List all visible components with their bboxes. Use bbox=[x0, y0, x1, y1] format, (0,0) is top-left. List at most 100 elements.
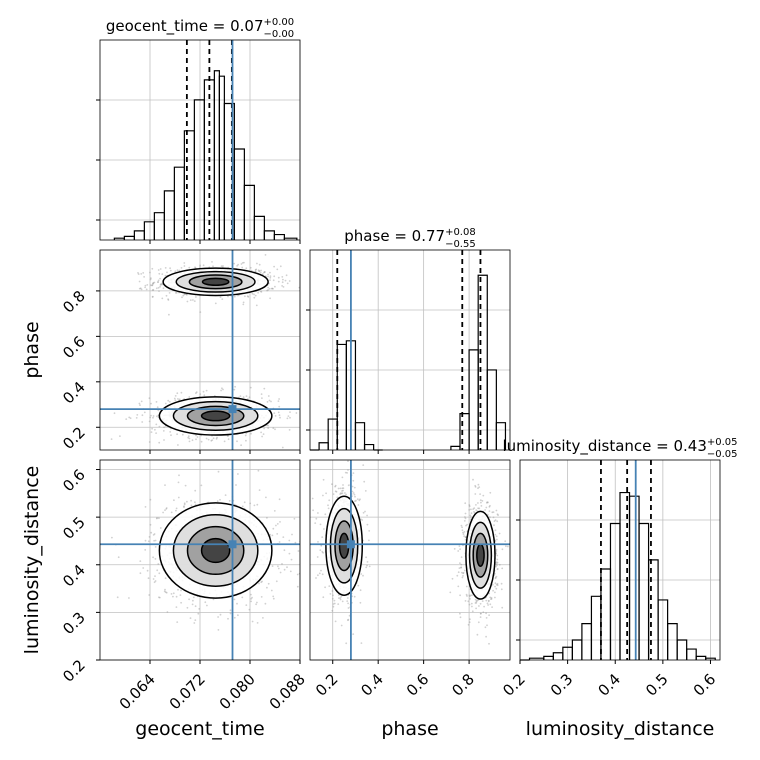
sample-point bbox=[210, 439, 213, 442]
sample-point bbox=[153, 281, 156, 284]
sample-point bbox=[334, 620, 337, 623]
sample-point bbox=[366, 561, 369, 563]
sample-point bbox=[477, 483, 480, 486]
sample-point bbox=[158, 425, 161, 428]
sample-point bbox=[272, 595, 275, 598]
sample-point bbox=[464, 516, 466, 518]
sample-point bbox=[113, 412, 116, 415]
sample-point bbox=[344, 492, 346, 494]
sample-point bbox=[142, 272, 145, 274]
sample-point bbox=[368, 530, 371, 532]
sample-point bbox=[187, 436, 190, 439]
sample-point bbox=[465, 524, 467, 527]
hist-bin bbox=[628, 495, 640, 660]
sample-point bbox=[116, 596, 119, 599]
truth-marker bbox=[228, 540, 237, 549]
sample-point bbox=[269, 271, 271, 274]
sample-point bbox=[314, 522, 317, 524]
sample-point bbox=[495, 563, 498, 565]
sample-point bbox=[200, 440, 203, 443]
sample-point bbox=[368, 539, 370, 542]
sample-point bbox=[183, 505, 185, 508]
sample-point bbox=[295, 412, 298, 414]
sample-point bbox=[242, 303, 245, 306]
sample-point bbox=[461, 529, 464, 532]
sample-point bbox=[174, 395, 177, 397]
sample-point bbox=[273, 265, 275, 268]
sample-point bbox=[341, 476, 344, 479]
sample-point bbox=[360, 573, 363, 575]
sample-point bbox=[486, 502, 488, 504]
sample-point bbox=[150, 414, 152, 417]
sample-point bbox=[155, 432, 158, 434]
x-tick-label: 0.072 bbox=[166, 670, 209, 713]
sample-point bbox=[490, 598, 492, 600]
sample-point bbox=[152, 534, 155, 536]
sample-point bbox=[183, 262, 186, 264]
hist-bin bbox=[619, 491, 631, 660]
sample-point bbox=[468, 603, 471, 606]
sample-point bbox=[478, 605, 480, 607]
sample-point bbox=[341, 600, 344, 603]
diag-title-luminosity_distance: luminosity_distance = 0.43+0.05−0.05 bbox=[502, 437, 737, 460]
sample-point bbox=[203, 394, 206, 397]
sample-point bbox=[163, 439, 165, 441]
sample-point bbox=[170, 593, 173, 595]
sample-point bbox=[353, 486, 356, 489]
sample-point bbox=[146, 284, 149, 286]
sample-point bbox=[475, 509, 478, 512]
sample-point bbox=[144, 284, 147, 287]
sample-point bbox=[457, 585, 460, 588]
sample-point bbox=[221, 298, 224, 300]
hist-bin bbox=[173, 166, 185, 240]
sample-point bbox=[255, 304, 258, 307]
sample-point bbox=[476, 599, 478, 602]
sample-point bbox=[163, 426, 166, 429]
sample-point bbox=[152, 556, 155, 559]
contour-line bbox=[200, 537, 231, 564]
sample-point bbox=[323, 528, 325, 530]
sample-point bbox=[229, 609, 232, 612]
sample-point bbox=[500, 588, 503, 591]
sample-point bbox=[458, 567, 461, 569]
sample-point bbox=[317, 574, 319, 577]
sample-point bbox=[333, 602, 336, 605]
sample-point bbox=[279, 521, 281, 523]
sample-point bbox=[496, 584, 499, 587]
sample-point bbox=[157, 279, 160, 282]
sample-point bbox=[468, 504, 471, 506]
sample-point bbox=[150, 402, 152, 405]
sample-point bbox=[153, 533, 156, 535]
sample-point bbox=[477, 507, 479, 510]
sample-point bbox=[489, 596, 492, 599]
sample-point bbox=[244, 434, 247, 437]
sample-point bbox=[328, 499, 331, 502]
sample-point bbox=[496, 561, 499, 564]
y-tick-label: 0.4 bbox=[59, 561, 89, 591]
sample-point bbox=[155, 401, 158, 403]
sample-point bbox=[175, 606, 178, 608]
sample-point bbox=[474, 602, 477, 604]
sample-point bbox=[334, 484, 337, 487]
sample-point bbox=[303, 282, 305, 284]
sample-point bbox=[477, 487, 479, 490]
sample-point bbox=[322, 478, 325, 481]
hist-bin bbox=[354, 422, 366, 450]
sample-point bbox=[260, 431, 262, 434]
sample-point bbox=[278, 398, 280, 400]
sample-point bbox=[182, 294, 185, 297]
sample-point bbox=[346, 600, 349, 602]
sample-point bbox=[135, 417, 138, 419]
hist-bin bbox=[153, 212, 165, 240]
sample-point bbox=[151, 295, 154, 298]
sample-point bbox=[251, 292, 254, 295]
sample-point bbox=[173, 397, 176, 400]
sample-point bbox=[195, 438, 197, 441]
sample-point bbox=[266, 289, 268, 292]
sample-point bbox=[229, 612, 232, 615]
sample-point bbox=[158, 272, 161, 275]
sample-point bbox=[495, 583, 498, 586]
sample-point bbox=[190, 499, 193, 502]
sample-point bbox=[152, 578, 155, 580]
sample-point bbox=[197, 612, 200, 615]
